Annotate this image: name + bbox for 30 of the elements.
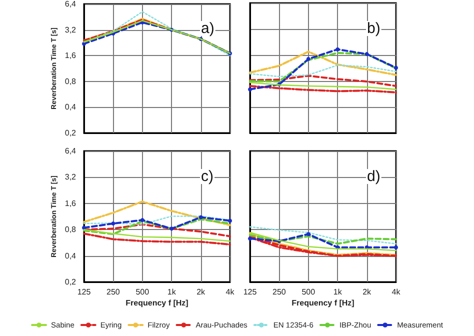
x-tick-label: 125	[77, 288, 92, 296]
y-tick-label: 0,2	[64, 128, 77, 138]
y-tick-label: 0,8	[64, 225, 77, 234]
x-tick-label: 2k	[196, 288, 206, 296]
y-tick-label: 6,4	[64, 0, 77, 8]
x-tick-label: 1k	[167, 288, 177, 296]
x-tick-label: 4k	[392, 288, 402, 296]
x-tick-label: 2k	[362, 288, 372, 296]
x-axis-title: Frequency f [Hz]	[292, 298, 355, 308]
annotation: d)	[367, 168, 380, 185]
x-tick-label: 125	[243, 288, 258, 296]
y-tick-label: 1,6	[64, 51, 77, 60]
y-tick-label: 3,2	[64, 172, 77, 182]
annotation: c)	[201, 168, 214, 185]
y-tick-label: 3,2	[64, 25, 77, 34]
y-tick-label: 6,4	[64, 146, 77, 156]
annotation: b)	[367, 20, 380, 37]
x-tick-label: 4k	[226, 288, 236, 296]
x-axis-title: Frequency f [Hz]	[126, 298, 189, 308]
y-tick-label: 0,4	[64, 102, 77, 112]
annotation: a)	[201, 20, 214, 37]
y-tick-label: 0,8	[64, 76, 77, 86]
x-tick-label: 250	[106, 288, 120, 296]
y-tick-label: 1,6	[64, 198, 77, 208]
x-tick-label: 500	[302, 288, 316, 296]
x-tick-label: 500	[136, 288, 150, 296]
y-tick-label: 0,4	[64, 251, 77, 260]
y-tick-label: 0,2	[64, 278, 77, 286]
x-tick-label: 1k	[333, 288, 343, 296]
x-tick-label: 250	[272, 288, 286, 296]
